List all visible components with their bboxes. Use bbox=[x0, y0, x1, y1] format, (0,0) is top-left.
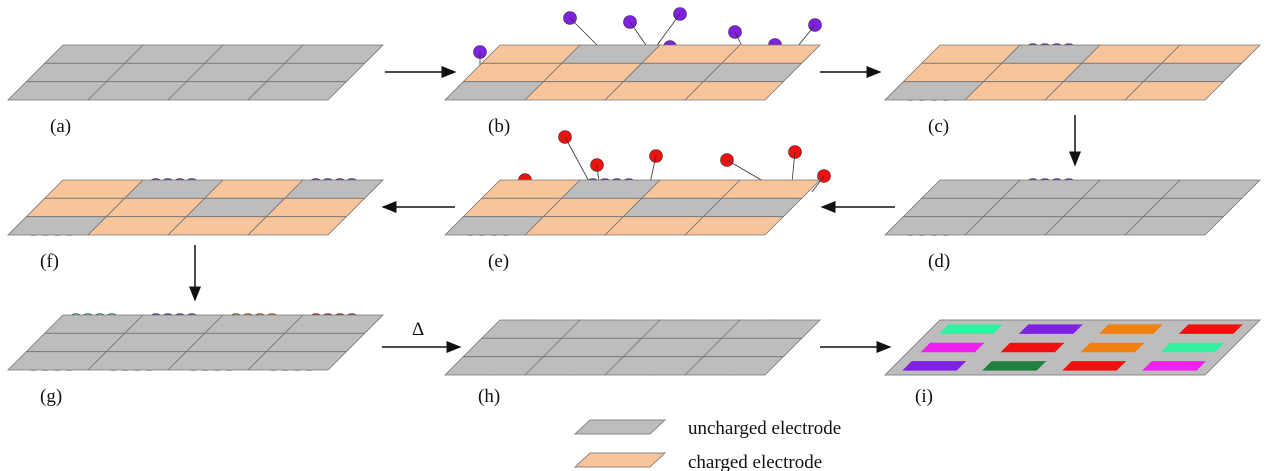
electrode-plate bbox=[445, 320, 820, 375]
electrode-plate bbox=[8, 315, 383, 370]
panel-label: (h) bbox=[478, 386, 500, 407]
electrode-plate bbox=[445, 45, 820, 100]
legend-label: uncharged electrode bbox=[688, 418, 841, 439]
legend-swatch bbox=[575, 453, 665, 467]
electrode-cell bbox=[921, 343, 985, 353]
electrode-plate bbox=[8, 180, 383, 235]
electrode-cell bbox=[1019, 324, 1083, 334]
panel-label: (a) bbox=[50, 116, 71, 137]
electrode-cell bbox=[1161, 343, 1225, 353]
trajectory bbox=[630, 22, 648, 48]
electrode-plate bbox=[445, 180, 820, 235]
electrode-cell bbox=[1142, 361, 1206, 371]
electrode-cell bbox=[1001, 343, 1065, 353]
electrode-cell bbox=[982, 361, 1046, 371]
panel-label: (c) bbox=[928, 116, 949, 137]
panel-label: (d) bbox=[928, 251, 950, 272]
electrode-cell bbox=[1099, 324, 1163, 334]
panel-label: (b) bbox=[488, 116, 510, 137]
electrode-plate bbox=[885, 180, 1260, 235]
figure: (a) (b) (c) (d) (e) (f) (g) (h) (i) Δ un… bbox=[0, 0, 1283, 471]
legend-swatch bbox=[575, 420, 665, 434]
panel-label: (f) bbox=[40, 251, 59, 272]
trajectory bbox=[570, 18, 598, 46]
electrode-cell bbox=[1062, 361, 1126, 371]
heat-symbol: Δ bbox=[412, 319, 424, 340]
panel-label: (g) bbox=[40, 386, 62, 407]
electrode-cell bbox=[939, 324, 1003, 334]
panel-label: (e) bbox=[488, 251, 509, 272]
electrode-plate bbox=[885, 45, 1260, 100]
panel-label: (i) bbox=[915, 386, 933, 407]
legend-label: charged electrode bbox=[688, 452, 822, 471]
electrode-cell bbox=[1179, 324, 1243, 334]
electrode-cell bbox=[902, 361, 966, 371]
electrode-plate bbox=[8, 45, 383, 100]
electrode-cell bbox=[1081, 343, 1145, 353]
electrode-plate bbox=[885, 320, 1260, 375]
